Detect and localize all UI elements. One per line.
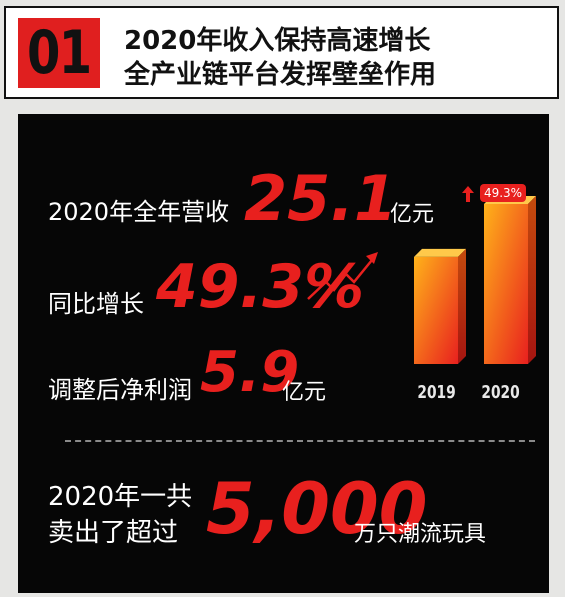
section-number: 01 — [27, 18, 92, 88]
profit-value: 5.9 — [200, 340, 300, 405]
dashed-divider — [65, 440, 535, 442]
bar-label-2020: 2020 — [481, 382, 520, 403]
revenue-unit: 亿元 — [390, 202, 435, 227]
sales-line-2: 卖出了超过 — [48, 518, 179, 548]
bar-2019 — [414, 256, 458, 364]
bar-side-2020 — [528, 196, 536, 364]
bar-top-2019 — [414, 248, 466, 257]
profit-label: 调整后净利润 — [48, 376, 192, 404]
up-arrow-icon — [462, 186, 474, 202]
stats-panel: 2020年全年营收 25.1 亿元 同比增长 49.3% 调整后净利润 5.9 … — [18, 114, 549, 593]
sales-value: 5,000 — [206, 468, 428, 550]
section-number-box: 01 — [18, 18, 100, 88]
growth-label: 同比增长 — [48, 290, 144, 318]
bar-2020 — [484, 204, 528, 364]
trend-arrow-icon — [307, 252, 378, 300]
growth-badge: 49.3% — [480, 184, 526, 202]
headline-line-1: 2020年收入保持高速增长 — [124, 26, 431, 56]
revenue-bar-chart — [414, 196, 536, 364]
revenue-value: 25.1 — [244, 162, 397, 235]
sales-line-1: 2020年一共 — [48, 482, 193, 512]
header-banner: 01 2020年收入保持高速增长 全产业链平台发挥壁垒作用 — [4, 6, 559, 99]
bar-side-2019 — [458, 248, 466, 364]
revenue-label: 2020年全年营收 — [48, 198, 230, 226]
sales-unit: 万只潮流玩具 — [354, 522, 487, 547]
bar-label-2019: 2019 — [417, 382, 456, 403]
growth-badge-label: 49.3% — [483, 186, 523, 200]
profit-unit: 亿元 — [282, 380, 327, 405]
headline-line-2: 全产业链平台发挥壁垒作用 — [124, 60, 437, 90]
